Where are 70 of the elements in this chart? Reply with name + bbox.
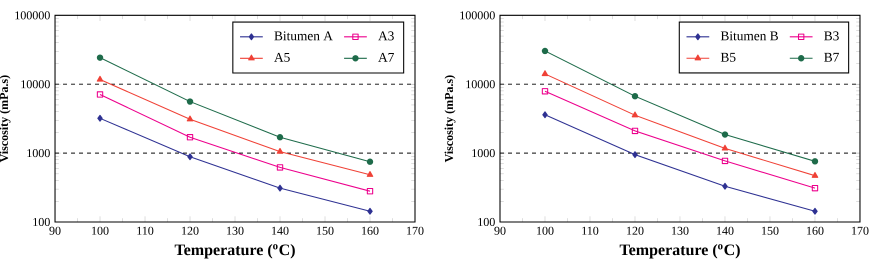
point [542,70,548,76]
x-tick-label: 90 [494,226,506,235]
point [812,208,818,215]
point [812,172,818,178]
x-axis-title: Temperature ($^{o}$C) [620,244,740,258]
legend-label: Bitumen B [720,31,778,40]
legend-label: B7 [824,52,839,62]
x-tick-label: 160 [362,226,379,235]
x-tick-label: 150 [317,226,334,235]
x-tick-label: 170 [407,226,424,235]
legend-label: B3 [824,31,839,40]
point [632,151,638,158]
point [97,114,103,122]
point [722,158,728,164]
point [812,184,818,192]
legend-label: A5 [274,52,290,62]
y-tick-label: 100 [478,218,495,226]
y-axis-title: Viscosity (mPa.s) [444,75,456,162]
point [276,134,284,140]
point [722,144,728,151]
point [277,184,283,192]
point [186,134,194,140]
y-tick-label: 100000 [15,11,50,20]
point [186,116,194,122]
x-tick-label: 110 [137,226,154,235]
x-tick-label: 160 [807,226,824,235]
point [96,54,104,61]
y-tick-label: 1000 [472,149,495,158]
point [722,182,728,190]
point [96,76,104,82]
point [367,208,373,215]
x-tick-label: 170 [852,226,869,235]
y-axis-title: Viscosity (mPa.s) [0,75,10,162]
y-tick-label: 10000 [21,80,50,88]
x-tick-label: 120 [627,226,644,235]
x-tick-label: 140 [717,226,734,235]
y-tick-label: 100000 [460,11,495,20]
point [366,158,374,165]
point [276,164,284,171]
x-tick-label: 110 [582,226,598,235]
x-tick-label: 130 [672,226,689,235]
point [542,48,548,54]
point [632,111,638,118]
point [96,91,104,98]
point [366,171,374,177]
point [187,153,193,160]
x-tick-label: 120 [182,226,199,235]
point [722,131,728,138]
legend-label: B5 [720,52,736,62]
x-axis-title: Temperature ($^{o}$C) [174,244,295,258]
point [366,188,374,194]
point [186,98,194,105]
legend-label: A7 [378,52,394,62]
point [632,128,638,134]
x-tick-label: 100 [537,226,554,235]
legend-label: A3 [378,31,394,40]
x-tick-label: 150 [762,226,779,235]
point [542,111,548,118]
point [276,148,284,154]
legend-label: Bitumen A [274,31,333,40]
x-tick-label: 130 [227,226,244,235]
y-tick-label: 1000 [27,149,50,158]
x-tick-label: 90 [49,226,61,235]
point [812,158,818,165]
x-tick-label: 140 [272,226,289,235]
y-tick-label: 100 [33,218,50,226]
y-tick-label: 10000 [466,80,495,88]
x-tick-label: 100 [92,226,109,235]
point [542,88,548,94]
point [632,92,638,100]
